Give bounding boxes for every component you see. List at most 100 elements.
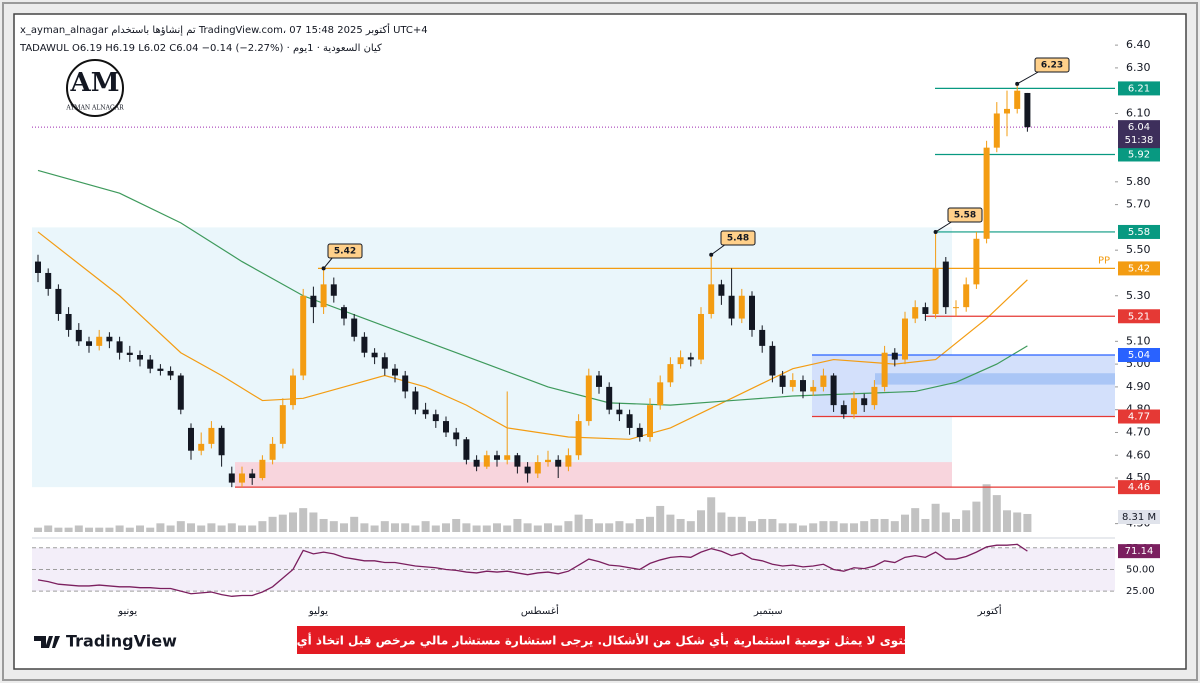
volume-bar (880, 518, 889, 532)
candle-body (55, 288, 62, 314)
level-label-box (1118, 81, 1160, 96)
volume-bar (258, 521, 267, 532)
candle-body (891, 352, 898, 360)
candle-body (993, 113, 1000, 148)
candle-body (269, 443, 276, 460)
volume-bar (656, 505, 665, 532)
volume-bar (748, 521, 756, 532)
candle-body (1014, 90, 1021, 109)
y-tick-label: 5.80 (1126, 175, 1151, 188)
level-label: 5.04 (1128, 350, 1150, 361)
volume-bar (962, 510, 971, 532)
volume-bar (533, 525, 542, 532)
candle-body (75, 329, 82, 342)
candle-body (861, 398, 868, 406)
volume-bar (554, 525, 563, 532)
candle-body (636, 427, 643, 438)
volume-bar (360, 523, 369, 532)
volume-bar (401, 523, 410, 532)
candle-body (65, 313, 72, 330)
volume-bar (462, 523, 471, 532)
volume-bar (309, 512, 318, 532)
countdown: 51:38 (1125, 135, 1154, 146)
candle-body (86, 341, 92, 346)
candle-body (657, 382, 664, 406)
candle-body (596, 375, 602, 387)
volume-bar (34, 527, 42, 532)
candle-body (963, 284, 970, 308)
callout-box (720, 230, 756, 246)
candle-body (708, 284, 715, 314)
y-tick-label: 6.30 (1126, 61, 1151, 74)
candle-body (616, 409, 623, 415)
volume-bar (74, 525, 83, 532)
volume-bar (227, 523, 236, 532)
volume-bar (380, 521, 389, 532)
candle-body (422, 409, 429, 415)
callout-pointer (710, 243, 727, 256)
volume-bar (666, 514, 675, 532)
footer-brand: TradingView (34, 632, 177, 651)
volume-bar (156, 523, 165, 532)
callout-dot (709, 252, 714, 257)
volume-bar (1003, 510, 1011, 532)
level-label: 6.21 (1128, 83, 1150, 94)
candle-body (851, 398, 857, 415)
volume-bar (860, 521, 869, 532)
volume-bar (788, 523, 797, 532)
candle-body (361, 336, 368, 353)
disclaimer: هذا المحتوى لا يمثل توصية استثمارية بأي … (250, 633, 952, 649)
candle-body (249, 473, 256, 479)
level-label: 5.58 (1128, 227, 1150, 238)
volume-bar (513, 518, 522, 532)
candle-body (514, 455, 521, 467)
rsi-tick-label: 50.00 (1126, 564, 1155, 575)
volume-bar (391, 523, 399, 532)
disclaimer-banner (295, 624, 907, 656)
candle-body (290, 375, 296, 406)
volume-bar (472, 525, 481, 532)
callout-pointer (1016, 70, 1041, 85)
volume-bar (115, 525, 124, 532)
zone (875, 373, 1115, 385)
candle-body (443, 421, 449, 433)
callout-dot (321, 266, 326, 271)
volume-label: 8.31 M (1122, 512, 1156, 523)
brand-icon (34, 636, 60, 648)
candle-body (167, 370, 174, 376)
last-price-label: 6.04 (1128, 122, 1150, 133)
candle-body (840, 405, 847, 415)
candle-body (575, 421, 582, 456)
y-tick-label: 5.10 (1126, 334, 1151, 347)
volume-bar (278, 514, 287, 532)
candle-body (412, 391, 419, 410)
volume-bar (431, 525, 440, 532)
candle-body (769, 345, 776, 376)
volume-bar (523, 523, 532, 532)
volume-bar (584, 518, 593, 532)
candle-body (718, 284, 725, 296)
callout-dot (933, 229, 938, 234)
candle-body (218, 427, 225, 456)
volume-bar (605, 523, 614, 532)
volume-bar (125, 527, 134, 532)
volume-bar (595, 523, 603, 532)
candle-body (473, 459, 480, 467)
callout-dot (1015, 81, 1020, 86)
rsi-line (37, 543, 1028, 597)
candle-body (402, 375, 409, 392)
zone (812, 354, 1115, 417)
rsi-label-box (1118, 544, 1160, 559)
volume-bar (197, 525, 206, 532)
volume-bar (676, 518, 685, 532)
volume-bar (421, 521, 430, 532)
candle-body (177, 375, 184, 410)
callout-box (1034, 57, 1070, 73)
y-tick-label: 6.40 (1126, 38, 1151, 51)
volume-bar (768, 518, 777, 532)
candle-body (116, 341, 123, 353)
candle-body (667, 364, 674, 383)
volume-bar (217, 525, 226, 532)
